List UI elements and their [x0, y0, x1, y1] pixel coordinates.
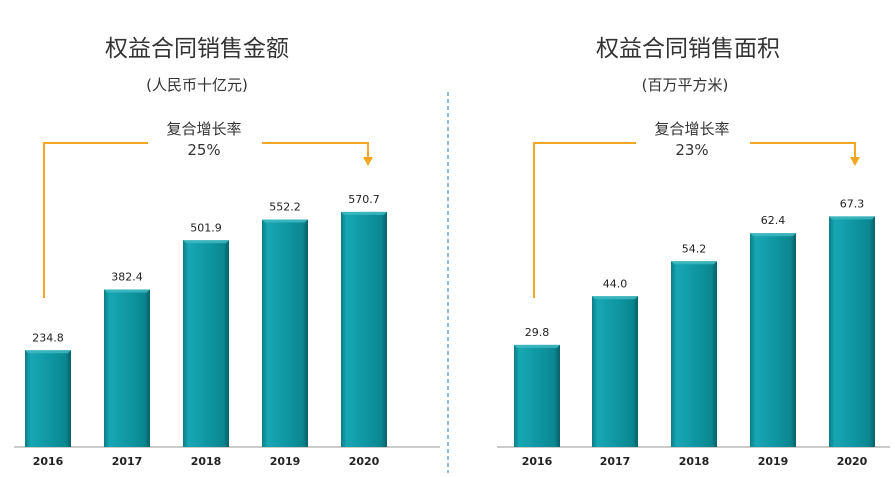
left-tick-label-2019: 2019	[270, 455, 301, 468]
right-value-label-2020: 67.3	[840, 197, 865, 210]
right-cagr-arrow	[533, 142, 860, 298]
left-bar-bevel-2016	[25, 350, 71, 354]
left-bracket-right-segment	[262, 142, 369, 158]
left-bar-bevel-2019	[262, 219, 308, 223]
right-arrowhead	[850, 157, 860, 166]
right-cagr-label: 复合增长率	[654, 120, 729, 138]
left-chart-subtitle: (人民币十亿元)	[146, 76, 248, 94]
left-chart-title: 权益合同销售金额	[105, 36, 289, 62]
right-bar-2016	[514, 344, 560, 447]
left-arrowhead	[363, 157, 373, 166]
right-chart-title: 权益合同销售面积	[596, 36, 780, 62]
right-bar-bevel-2019	[750, 233, 796, 237]
right-value-label-2018: 54.2	[682, 242, 707, 255]
left-value-label-2017: 382.4	[111, 270, 143, 283]
right-tick-label-2020: 2020	[837, 455, 868, 468]
right-bracket-left-segment	[533, 142, 636, 298]
left-value-label-2018: 501.9	[190, 221, 222, 234]
left-cagr-value: 25%	[187, 141, 220, 159]
right-tick-label-2019: 2019	[758, 455, 789, 468]
right-bar-2019	[750, 233, 796, 447]
left-value-label-2019: 552.2	[269, 201, 301, 214]
left-value-label-2020: 570.7	[348, 193, 380, 206]
right-tick-label-2017: 2017	[600, 455, 631, 468]
left-bar-2020	[341, 211, 387, 447]
right-cagr-value: 23%	[675, 141, 708, 159]
right-bar-2020	[829, 216, 875, 447]
right-bar-bevel-2020	[829, 216, 875, 220]
right-chart-plot: 29.8 2016 44.0 2017 54.2 2018 62.4 2019 67.3 2020	[497, 197, 890, 468]
left-bar-2018	[183, 240, 229, 447]
left-cagr-label: 复合增长率	[166, 120, 241, 138]
left-tick-label-2020: 2020	[349, 455, 380, 468]
right-bar-bevel-2016	[514, 344, 560, 348]
right-bracket-right-segment	[750, 142, 856, 158]
left-bar-bevel-2018	[183, 240, 229, 244]
left-bar-2016	[25, 350, 71, 447]
right-bar-2017	[592, 296, 638, 447]
left-bar-bevel-2020	[341, 211, 387, 215]
left-bar-2019	[262, 219, 308, 447]
left-bar-2017	[104, 289, 150, 447]
left-tick-label-2016: 2016	[33, 455, 64, 468]
left-cagr-arrow	[43, 142, 373, 298]
right-tick-label-2018: 2018	[679, 455, 710, 468]
left-tick-label-2018: 2018	[191, 455, 222, 468]
right-bar-bevel-2017	[592, 296, 638, 300]
left-tick-label-2017: 2017	[112, 455, 143, 468]
right-chart-subtitle: (百万平方米)	[642, 76, 729, 94]
right-tick-label-2016: 2016	[522, 455, 553, 468]
right-bar-2018	[671, 261, 717, 447]
left-chart-plot: 234.8 2016 382.4 2017 501.9 2018 552.2 2019 570.…	[14, 193, 440, 468]
left-bar-bevel-2017	[104, 289, 150, 293]
right-value-label-2019: 62.4	[761, 214, 786, 227]
right-value-label-2017: 44.0	[603, 277, 628, 290]
left-value-label-2016: 234.8	[32, 331, 64, 344]
right-bar-bevel-2018	[671, 261, 717, 265]
left-bracket-left-segment	[43, 142, 148, 298]
right-value-label-2016: 29.8	[525, 326, 550, 339]
